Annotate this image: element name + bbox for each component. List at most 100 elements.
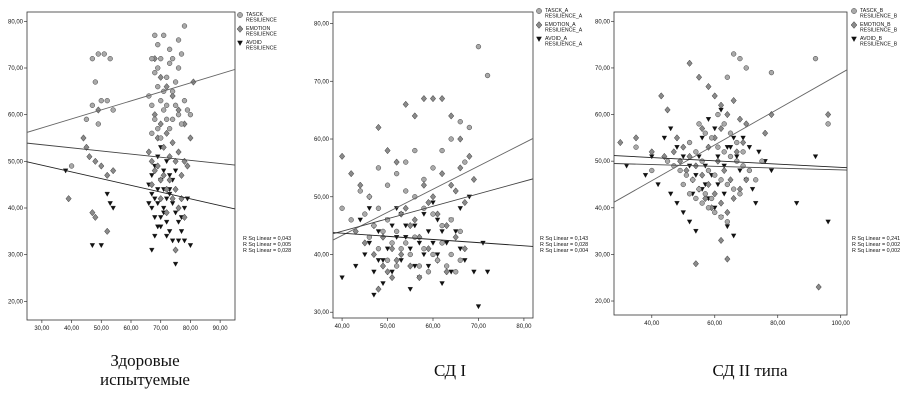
data-point-circle bbox=[152, 32, 158, 38]
data-point-triangle-down bbox=[362, 252, 368, 258]
data-point-triangle-down bbox=[155, 201, 161, 207]
data-point-diamond bbox=[443, 268, 450, 276]
data-point-circle bbox=[696, 121, 702, 127]
data-point-diamond bbox=[407, 222, 414, 230]
legend-label: TASCK_B bbox=[860, 8, 884, 14]
data-point-triangle-down bbox=[421, 212, 427, 217]
data-point-diamond bbox=[429, 95, 437, 103]
data-point-circle bbox=[158, 98, 164, 104]
data-point-circle bbox=[169, 56, 176, 62]
legend-marker-diamond bbox=[236, 25, 244, 33]
data-point-triangle-down bbox=[158, 215, 164, 221]
data-point-circle bbox=[178, 121, 185, 127]
data-point-circle bbox=[453, 269, 459, 275]
data-point-diamond bbox=[461, 245, 468, 253]
data-point-circle bbox=[721, 149, 727, 155]
data-point-triangle-down bbox=[724, 224, 731, 230]
data-point-triangle-down bbox=[164, 219, 170, 225]
data-point-circle bbox=[98, 98, 104, 104]
data-point-triangle-down bbox=[724, 145, 731, 150]
data-point-triangle-down bbox=[661, 135, 668, 141]
data-point-triangle-down bbox=[457, 246, 463, 252]
data-point-circle bbox=[375, 246, 382, 252]
data-point-circle bbox=[158, 56, 164, 62]
data-point-triangle-down bbox=[149, 173, 155, 179]
data-point-diamond bbox=[457, 135, 464, 143]
data-point-triangle-down bbox=[380, 258, 386, 263]
data-point-diamond bbox=[402, 204, 409, 212]
data-point-circle bbox=[95, 51, 101, 57]
data-point-diamond bbox=[169, 92, 176, 100]
data-point-triangle-down bbox=[161, 205, 167, 211]
data-point-diamond bbox=[452, 233, 459, 241]
r-squared-label: R Sq Linear = 0,002 bbox=[852, 248, 900, 254]
legend-label: EMOTION_A bbox=[545, 22, 576, 28]
data-point-circle bbox=[375, 205, 382, 211]
data-point-triangle-down bbox=[353, 263, 359, 269]
data-point-circle bbox=[175, 112, 182, 118]
y-tick-label: 80,00 bbox=[595, 19, 611, 25]
data-point-diamond bbox=[379, 262, 387, 270]
plot-frame-healthy bbox=[26, 11, 236, 321]
data-point-diamond bbox=[384, 146, 391, 155]
data-point-circle bbox=[708, 135, 715, 141]
data-point-diamond bbox=[104, 227, 111, 235]
data-point-diamond bbox=[407, 262, 414, 270]
legend-label: AVOID_B bbox=[860, 36, 883, 42]
data-point-circle bbox=[484, 72, 491, 79]
chart-panel-type1: 30,00 40,00 50,00 60,00 70,00 80,00 40,00 50,00… bbox=[314, 8, 588, 330]
data-point-triangle-down bbox=[749, 187, 756, 192]
y-tick-label: 30,00 bbox=[8, 253, 24, 259]
data-point-triangle-down bbox=[169, 238, 176, 244]
data-point-triangle-down bbox=[164, 159, 170, 165]
data-point-triangle-down bbox=[407, 287, 413, 292]
plot-area-type2 bbox=[614, 51, 847, 291]
data-point-triangle-down bbox=[166, 229, 173, 235]
data-point-diamond bbox=[429, 193, 437, 201]
legend-label: EMOTION_B bbox=[860, 22, 891, 28]
data-point-circle bbox=[664, 158, 671, 164]
caption-healthy: Здоровые испытуемые bbox=[70, 351, 220, 389]
data-point-diamond bbox=[148, 157, 155, 165]
plot-area-type1 bbox=[333, 43, 533, 310]
data-point-circle bbox=[724, 181, 731, 188]
data-point-circle bbox=[734, 158, 740, 164]
data-point-triangle-down bbox=[680, 210, 686, 216]
data-point-triangle-down bbox=[175, 219, 182, 225]
data-point-triangle-down bbox=[721, 163, 727, 169]
data-point-diamond bbox=[448, 112, 455, 120]
data-point-diamond bbox=[104, 171, 111, 179]
data-point-triangle-down bbox=[181, 205, 188, 211]
data-point-diamond bbox=[166, 176, 173, 184]
data-point-triangle-down bbox=[371, 269, 377, 275]
data-point-circle bbox=[727, 153, 734, 160]
data-point-diamond bbox=[724, 110, 731, 119]
data-point-triangle-down bbox=[768, 168, 775, 174]
data-point-diamond bbox=[160, 143, 167, 151]
caption-healthy-line-2: испытуемые bbox=[100, 370, 190, 389]
data-point-circle bbox=[92, 79, 98, 85]
data-point-diamond bbox=[692, 260, 699, 268]
y-tick-label: 50,00 bbox=[595, 159, 611, 165]
data-point-circle bbox=[715, 144, 721, 150]
data-point-circle bbox=[712, 209, 718, 216]
data-point-circle bbox=[475, 43, 482, 50]
data-point-circle bbox=[339, 205, 345, 211]
data-point-triangle-down bbox=[149, 205, 155, 211]
data-point-triangle-down bbox=[166, 173, 173, 179]
data-point-circle bbox=[421, 246, 427, 252]
data-point-circle bbox=[107, 56, 113, 62]
data-point-circle bbox=[161, 107, 167, 113]
data-point-triangle-down bbox=[756, 149, 762, 155]
data-point-triangle-down bbox=[674, 201, 680, 206]
data-point-circle bbox=[693, 195, 699, 202]
data-point-diamond bbox=[680, 143, 687, 151]
x-tick-label: 40,00 bbox=[64, 326, 80, 332]
data-point-diamond bbox=[633, 134, 640, 142]
data-point-diamond bbox=[163, 209, 170, 217]
x-tick-label: 50,00 bbox=[380, 324, 396, 330]
legend-marker-circle bbox=[237, 12, 243, 18]
plot-area-healthy bbox=[27, 23, 235, 267]
data-point-triangle-down bbox=[371, 292, 377, 298]
data-point-circle bbox=[152, 70, 158, 76]
